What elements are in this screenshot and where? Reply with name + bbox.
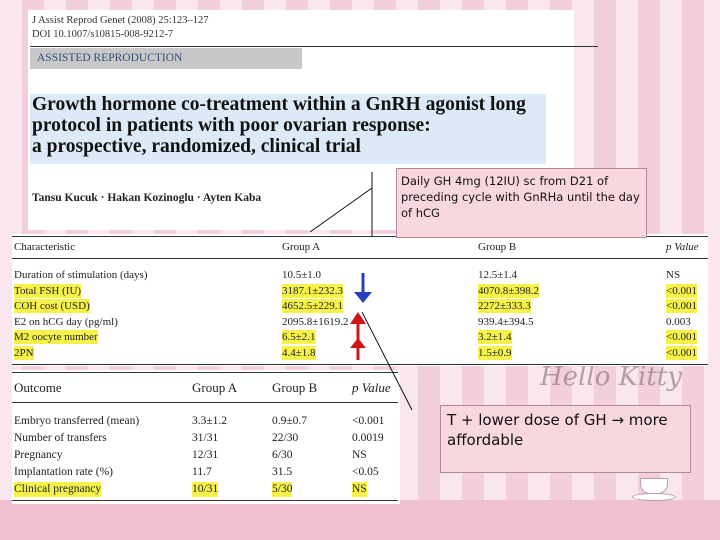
title-line-2: protocol in patients with poor ovarian r… xyxy=(32,115,431,136)
table-cell-group-a: 3187.1±232.3 xyxy=(282,283,344,298)
article-title: Growth hormone co-treatment within a GnR… xyxy=(32,94,526,157)
table-header-cell: Characteristic xyxy=(14,241,76,253)
callout-connector-line xyxy=(309,187,373,233)
table2-cell-group-a: 11.7 xyxy=(192,466,212,478)
table-cell-label: Total FSH (IU) xyxy=(14,283,82,298)
table-cell-p: 0.003 xyxy=(666,315,691,328)
callout2-connector-line xyxy=(361,311,413,411)
table-header-cell: p Value xyxy=(666,241,699,253)
table2-cell-group-a: 12/31 xyxy=(192,449,219,461)
table-rule-top xyxy=(12,236,708,237)
table2-header-cell: p Value xyxy=(352,380,391,395)
citation-journal: J Assist Reprod Genet (2008) 25:123–127 xyxy=(32,15,209,26)
table-cell-group-a: 10.5±1.0 xyxy=(282,269,322,281)
table-cell-label: Duration of stimulation (days) xyxy=(14,269,148,281)
table2-cell-p: NS xyxy=(352,482,367,497)
table-cell-group-a: 4652.5±229.1 xyxy=(282,299,344,313)
callout-cost-note: T + lower dose of GH → more affordable xyxy=(440,405,691,473)
table-outcomes: Outcome Group A Group B p Value Embryo tran… xyxy=(12,370,400,504)
table-cell-p: <0.001 xyxy=(666,299,697,313)
table2-cell-label: Clinical pregnancy xyxy=(14,482,102,497)
arrow-down-icon xyxy=(354,273,372,303)
table-cell-label: E2 on hCG day (pg/ml) xyxy=(14,315,118,328)
table2-rule-top xyxy=(12,372,398,373)
table-cell-p: NS xyxy=(666,269,681,281)
table-rule-bottom xyxy=(12,364,708,365)
title-line-3: a prospective, randomized, clinical tria… xyxy=(32,136,361,157)
background-band xyxy=(0,500,720,540)
table2-header-cell: Group A xyxy=(192,380,238,395)
table-cell-group-b: 939.4±394.5 xyxy=(478,315,534,328)
table2-cell-p: <0.05 xyxy=(352,466,379,478)
table-cell-group-b: 1.5±0.9 xyxy=(478,345,512,360)
table-cell-label: 2PN xyxy=(14,345,34,360)
table-header-cell: Group A xyxy=(282,241,321,253)
title-line-1: Growth hormone co-treatment within a GnR… xyxy=(32,94,526,115)
table-cell-group-b: 2272±333.3 xyxy=(478,299,531,313)
saucer-decoration xyxy=(632,493,676,501)
table2-cell-group-b: 31.5 xyxy=(272,466,293,478)
table-header-cell: Group B xyxy=(478,241,517,253)
authors: Tansu Kucuk · Hakan Kozinoglu · Ayten Ka… xyxy=(32,192,262,204)
table-cell-group-b: 3.2±1.4 xyxy=(478,330,512,344)
table2-cell-group-a: 3.3±1.2 xyxy=(192,415,228,427)
table2-cell-group-a: 10/31 xyxy=(192,482,219,497)
table2-header-cell: Outcome xyxy=(14,380,62,395)
table2-cell-p: <0.001 xyxy=(352,415,385,427)
table2-header-cell: Group B xyxy=(272,380,318,395)
table-cell-p: <0.001 xyxy=(666,330,697,344)
table2-cell-label: Implantation rate (%) xyxy=(14,466,113,478)
table2-cell-group-b: 6/30 xyxy=(272,449,293,461)
table-cell-p: <0.001 xyxy=(666,345,697,360)
table-cell-group-a: 6.5±2.1 xyxy=(282,330,316,344)
section-label: ASSISTED REPRODUCTION xyxy=(30,48,302,69)
table-cell-p: <0.001 xyxy=(666,283,697,298)
table2-cell-p: 0.0019 xyxy=(352,432,384,444)
table2-cell-group-b: 0.9±0.7 xyxy=(272,415,308,427)
citation: J Assist Reprod Genet (2008) 25:123–127 … xyxy=(32,14,208,42)
table2-cell-label: Embryo transferred (mean) xyxy=(14,415,140,427)
table-rule-header xyxy=(12,258,708,259)
table2-cell-group-b: 22/30 xyxy=(272,432,299,444)
arrow-up-icon xyxy=(350,338,366,360)
table-cell-label: M2 oocyte number xyxy=(14,330,98,344)
table2-rule-header xyxy=(12,402,398,403)
table2-cell-group-b: 5/30 xyxy=(272,482,293,497)
table2-cell-p: NS xyxy=(352,449,367,461)
table2-cell-group-a: 31/31 xyxy=(192,432,219,444)
background-logo-text: Hello Kitty xyxy=(540,362,682,392)
table2-rule-bottom xyxy=(12,500,398,501)
table-cell-label: COH cost (USD) xyxy=(14,299,90,313)
title-highlight xyxy=(30,94,546,164)
table2-cell-label: Pregnancy xyxy=(14,449,63,461)
citation-doi: DOI 10.1007/s10815-008-9212-7 xyxy=(32,29,174,40)
table-cell-group-a: 2095.8±1619.2 xyxy=(282,315,349,328)
header-rule xyxy=(30,46,598,47)
table-cell-group-b: 12.5±1.4 xyxy=(478,269,518,281)
table-cell-group-b: 4070.8±398.2 xyxy=(478,283,540,298)
callout-gh-dosing: Daily GH 4mg (12IU) sc from D21 of prece… xyxy=(396,168,647,238)
table-cell-group-a: 4.4±1.8 xyxy=(282,345,316,360)
table2-cell-label: Number of transfers xyxy=(14,432,107,444)
